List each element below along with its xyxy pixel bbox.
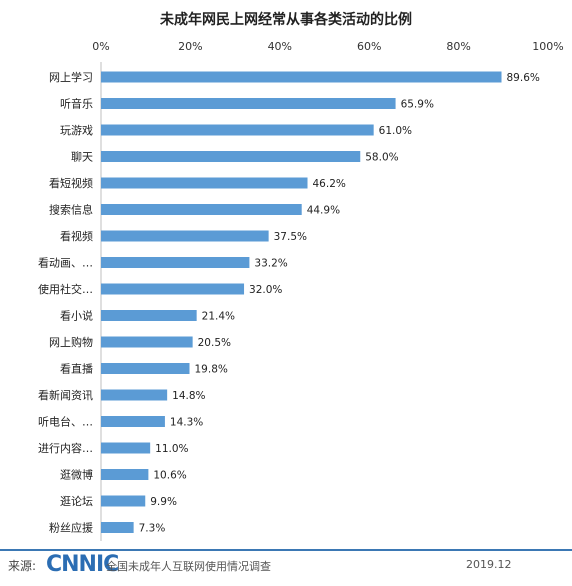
bar	[101, 416, 165, 427]
category-label: 看动画、…	[38, 256, 93, 270]
data-label: 61.0%	[379, 125, 412, 137]
category-label: 搜索信息	[49, 203, 93, 217]
bar	[101, 71, 502, 83]
category-label: 聊天	[71, 150, 93, 164]
bar	[101, 522, 134, 533]
data-label: 14.3%	[170, 417, 203, 429]
data-label: 37.5%	[274, 231, 307, 243]
data-label: 20.5%	[198, 337, 231, 349]
data-label: 33.2%	[254, 258, 287, 270]
chart-title: 未成年网民上网经常从事各类活动的比例	[160, 11, 412, 28]
category-label: 网上学习	[49, 70, 93, 84]
data-label: 10.6%	[153, 470, 186, 482]
source-description: 全国未成年人互联网使用情况调查	[106, 560, 271, 573]
bar	[101, 336, 193, 348]
cnnic-logo: CNNIC	[46, 552, 119, 577]
category-label: 看小说	[60, 309, 93, 323]
bar	[101, 283, 245, 295]
data-label: 11.0%	[155, 443, 188, 455]
footer: 来源: CNNIC 全国未成年人互联网使用情况调查 2019.12	[0, 552, 572, 583]
x-tick-label: 40%	[268, 40, 292, 53]
footer-divider	[0, 549, 572, 551]
data-label: 7.3%	[139, 523, 166, 535]
category-label: 粉丝应援	[49, 521, 93, 535]
bar	[101, 151, 361, 162]
category-label: 看直播	[60, 362, 93, 376]
data-label: 58.0%	[365, 152, 398, 164]
x-tick-label: 0%	[92, 40, 109, 53]
category-label: 玩游戏	[60, 124, 93, 137]
bar	[101, 230, 269, 242]
x-tick-label: 20%	[178, 40, 202, 53]
bar	[101, 204, 302, 215]
category-label: 逛论坛	[60, 494, 93, 508]
data-label: 65.9%	[401, 99, 434, 111]
x-tick-label: 60%	[357, 40, 381, 53]
bar	[101, 177, 308, 189]
bar	[101, 469, 149, 480]
bar	[101, 98, 396, 109]
data-label: 14.8%	[172, 390, 205, 402]
bar-chart: 未成年网民上网经常从事各类活动的比例 0% 20% 40% 60% 80% 100% 网上…	[38, 11, 564, 541]
data-label: 46.2%	[313, 178, 346, 190]
data-label: 44.9%	[307, 205, 340, 217]
bar	[101, 257, 250, 268]
category-label: 听音乐	[60, 97, 93, 111]
bar	[101, 124, 374, 136]
category-label: 看新闻资讯	[38, 388, 93, 402]
category-label: 听电台、…	[38, 415, 93, 429]
x-tick-label: 80%	[446, 40, 470, 53]
bar	[101, 310, 197, 321]
data-label: 89.6%	[507, 72, 540, 84]
bar	[101, 389, 168, 401]
category-label: 使用社交…	[38, 282, 93, 296]
data-label: 19.8%	[195, 364, 228, 376]
bar	[101, 442, 151, 454]
category-label: 网上购物	[49, 335, 93, 349]
category-label: 看短视频	[49, 176, 93, 190]
data-label: 9.9%	[150, 496, 177, 508]
bar	[101, 495, 146, 507]
category-label: 进行内容…	[38, 441, 93, 455]
category-label: 看视频	[60, 229, 93, 243]
publish-date: 2019.12	[466, 558, 512, 571]
data-label: 21.4%	[202, 311, 235, 323]
x-tick-label: 100%	[532, 40, 563, 53]
data-label: 32.0%	[249, 284, 282, 296]
bar	[101, 363, 190, 374]
source-label: 来源:	[8, 559, 37, 573]
category-label: 逛微博	[60, 468, 93, 482]
